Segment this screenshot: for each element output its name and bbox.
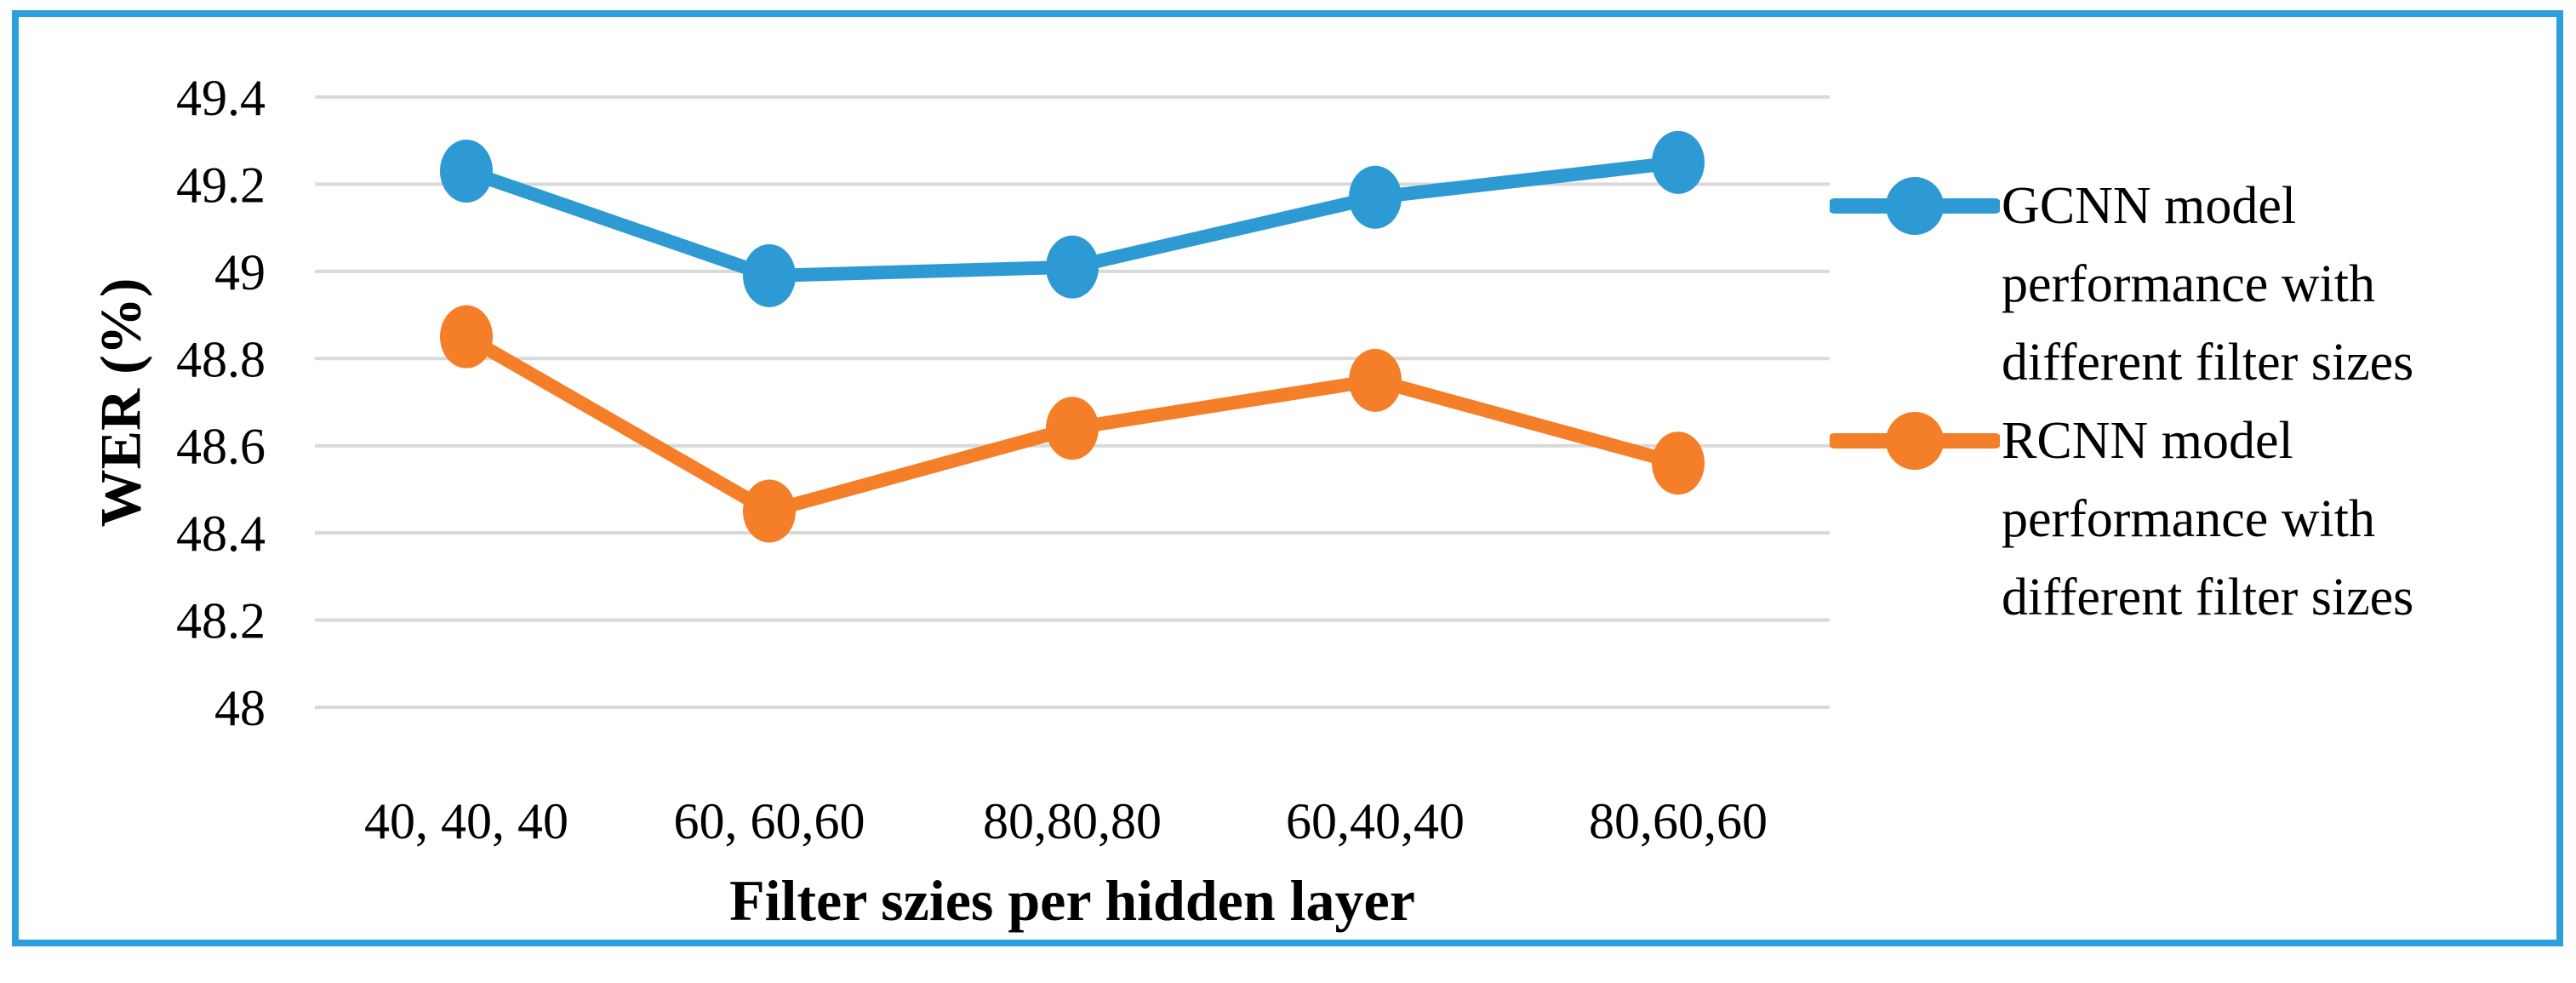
data-point-marker bbox=[440, 305, 493, 369]
y-axis-title: WER (%) bbox=[88, 277, 153, 528]
legend-label-line: GCNN model bbox=[2002, 177, 2297, 235]
chart-legend: GCNN model performance with different filt… bbox=[1830, 167, 2413, 637]
series-marker-icon bbox=[1830, 177, 2000, 235]
legend-item-gcnn: GCNN model performance with different filt… bbox=[1830, 167, 2413, 402]
data-point-marker bbox=[1046, 397, 1099, 460]
x-tick-label: 40, 40, 40 bbox=[364, 793, 568, 849]
x-tick-label: 60,40,40 bbox=[1286, 793, 1465, 849]
x-tick-label: 80,80,80 bbox=[983, 793, 1162, 849]
data-point-marker bbox=[1349, 348, 1402, 412]
series-marker-icon bbox=[1830, 412, 2000, 470]
figure-border-frame bbox=[12, 10, 2563, 946]
y-tick-label: 49.4 bbox=[176, 70, 266, 126]
y-tick-label: 48.6 bbox=[176, 419, 266, 475]
data-point-marker bbox=[743, 479, 796, 543]
y-tick-label: 48.4 bbox=[176, 506, 266, 562]
legend-label-line: performance with bbox=[2002, 255, 2375, 313]
legend-item-rcnn: RCNN model performance with different filt… bbox=[1830, 402, 2413, 637]
data-point-marker bbox=[1349, 165, 1402, 229]
y-tick-label: 49.2 bbox=[176, 157, 266, 213]
x-axis-title: Filter szies per hidden layer bbox=[729, 868, 1415, 933]
legend-label-line: RCNN model bbox=[2002, 412, 2293, 470]
data-point-marker bbox=[1046, 235, 1099, 299]
legend-label-line: different filter sizes bbox=[2002, 334, 2414, 391]
data-point-marker bbox=[743, 243, 796, 307]
y-tick-label: 48.2 bbox=[176, 593, 266, 649]
y-tick-label: 49 bbox=[214, 244, 266, 300]
data-point-marker bbox=[1652, 130, 1705, 194]
legend-label-line: different filter sizes bbox=[2002, 569, 2414, 626]
y-tick-label: 48.8 bbox=[176, 331, 266, 387]
legend-label-line: performance with bbox=[2002, 490, 2375, 548]
legend-label: RCNN model performance with different filt… bbox=[2002, 402, 2413, 637]
y-tick-label: 48 bbox=[214, 680, 266, 736]
x-tick-label: 60, 60,60 bbox=[674, 793, 865, 849]
data-point-marker bbox=[440, 140, 493, 203]
data-point-marker bbox=[1652, 431, 1705, 495]
legend-label: GCNN model performance with different filt… bbox=[2002, 167, 2413, 402]
x-tick-label: 80,60,60 bbox=[1589, 793, 1768, 849]
